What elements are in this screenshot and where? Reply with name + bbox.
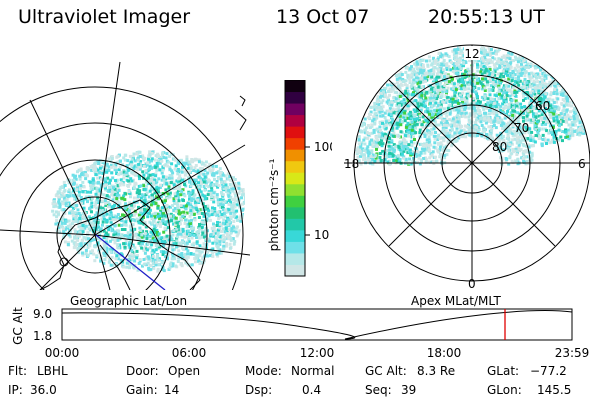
colorbar-cell: [285, 264, 305, 277]
coastline-outline: [39, 95, 247, 290]
altitude-timeline: 9.0 1.8 GC Alt 00:00 06:00 12:00 18:00 2…: [11, 307, 590, 360]
colorbar-cell: [285, 183, 305, 196]
colorbar-cell: [285, 241, 305, 254]
colorbar-cell: [285, 160, 305, 173]
colorbar-unit-label: photon cm⁻²s⁻¹: [267, 158, 281, 251]
colorbar: 100 10 photon cm⁻²s⁻¹: [267, 80, 332, 277]
page-title: Ultraviolet Imager: [18, 6, 191, 28]
x-tick-2359: 23:59: [555, 346, 590, 360]
geographic-grid: [0, 61, 250, 290]
y-tick-9: 9.0: [33, 307, 52, 321]
flt-value: LBHL: [37, 364, 68, 378]
colorbar-tick-100: 100: [314, 140, 332, 154]
glon-label: GLon:: [487, 383, 522, 397]
mode-label: Mode:: [245, 364, 282, 378]
altitude-curve: [61, 310, 573, 340]
ip-label: IP:: [8, 383, 23, 397]
gain-value: 14: [164, 383, 180, 397]
dsp-value: 0.4: [302, 383, 322, 397]
ip-value: 36.0: [30, 383, 57, 397]
colorbar-cell: [285, 103, 305, 116]
door-label: Door:: [126, 364, 159, 378]
magnetic-caption: Apex MLat/MLT: [411, 294, 501, 308]
mlt-label-0: 0: [468, 277, 476, 291]
gcalt-value: 8.3 Re: [417, 364, 456, 378]
mlt-label-6: 6: [578, 157, 586, 171]
lat-label-60: 60: [535, 99, 550, 113]
geographic-image-panel: [0, 61, 250, 290]
mode-value: Normal: [291, 364, 335, 378]
y-tick-1-8: 1.8: [33, 329, 52, 343]
x-tick-06: 06:00: [172, 346, 207, 360]
glat-value: −77.2: [530, 364, 567, 378]
colorbar-cell: [285, 229, 305, 242]
x-tick-18: 18:00: [427, 346, 462, 360]
gcalt-label: GC Alt:: [365, 364, 407, 378]
mlt-label-12: 12: [464, 47, 479, 61]
observation-time: 20:55:13 UT: [428, 6, 545, 28]
aurora-emission-region: [51, 150, 245, 273]
colorbar-cell: [285, 252, 305, 265]
colorbar-cell: [285, 114, 305, 127]
flt-label: Flt:: [8, 364, 27, 378]
colorbar-cell: [285, 218, 305, 231]
lat-label-80: 80: [492, 140, 507, 154]
gain-label: Gain:: [126, 383, 158, 397]
magnetic-image-panel: 12 18 6 0 60 70 80: [344, 44, 590, 291]
seq-label: Seq:: [365, 383, 392, 397]
x-tick-00: 00:00: [45, 346, 80, 360]
x-tick-12: 12:00: [300, 346, 335, 360]
glon-value: 145.5: [537, 383, 572, 397]
colorbar-cell: [285, 126, 305, 139]
colorbar-cell: [285, 206, 305, 219]
magnetic-grid: [344, 44, 590, 282]
dsp-label: Dsp:: [245, 383, 273, 397]
colorbar-cell: [285, 195, 305, 208]
colorbar-cell: [285, 172, 305, 185]
colorbar-cell: [285, 91, 305, 104]
colorbar-cell: [285, 80, 305, 93]
glat-label: GLat:: [487, 364, 520, 378]
geographic-caption: Geographic Lat/Lon: [70, 294, 188, 308]
lat-label-70: 70: [514, 121, 529, 135]
mlt-label-18: 18: [344, 157, 359, 171]
colorbar-cell: [285, 137, 305, 150]
observation-date: 13 Oct 07: [276, 6, 370, 28]
colorbar-cell: [285, 149, 305, 162]
satellite-track: [95, 234, 166, 290]
seq-value: 39: [401, 383, 417, 397]
colorbar-scale: [285, 80, 305, 277]
door-value: Open: [168, 364, 201, 378]
timeline-axis-label: GC Alt: [11, 307, 25, 345]
colorbar-tick-10: 10: [314, 228, 329, 242]
